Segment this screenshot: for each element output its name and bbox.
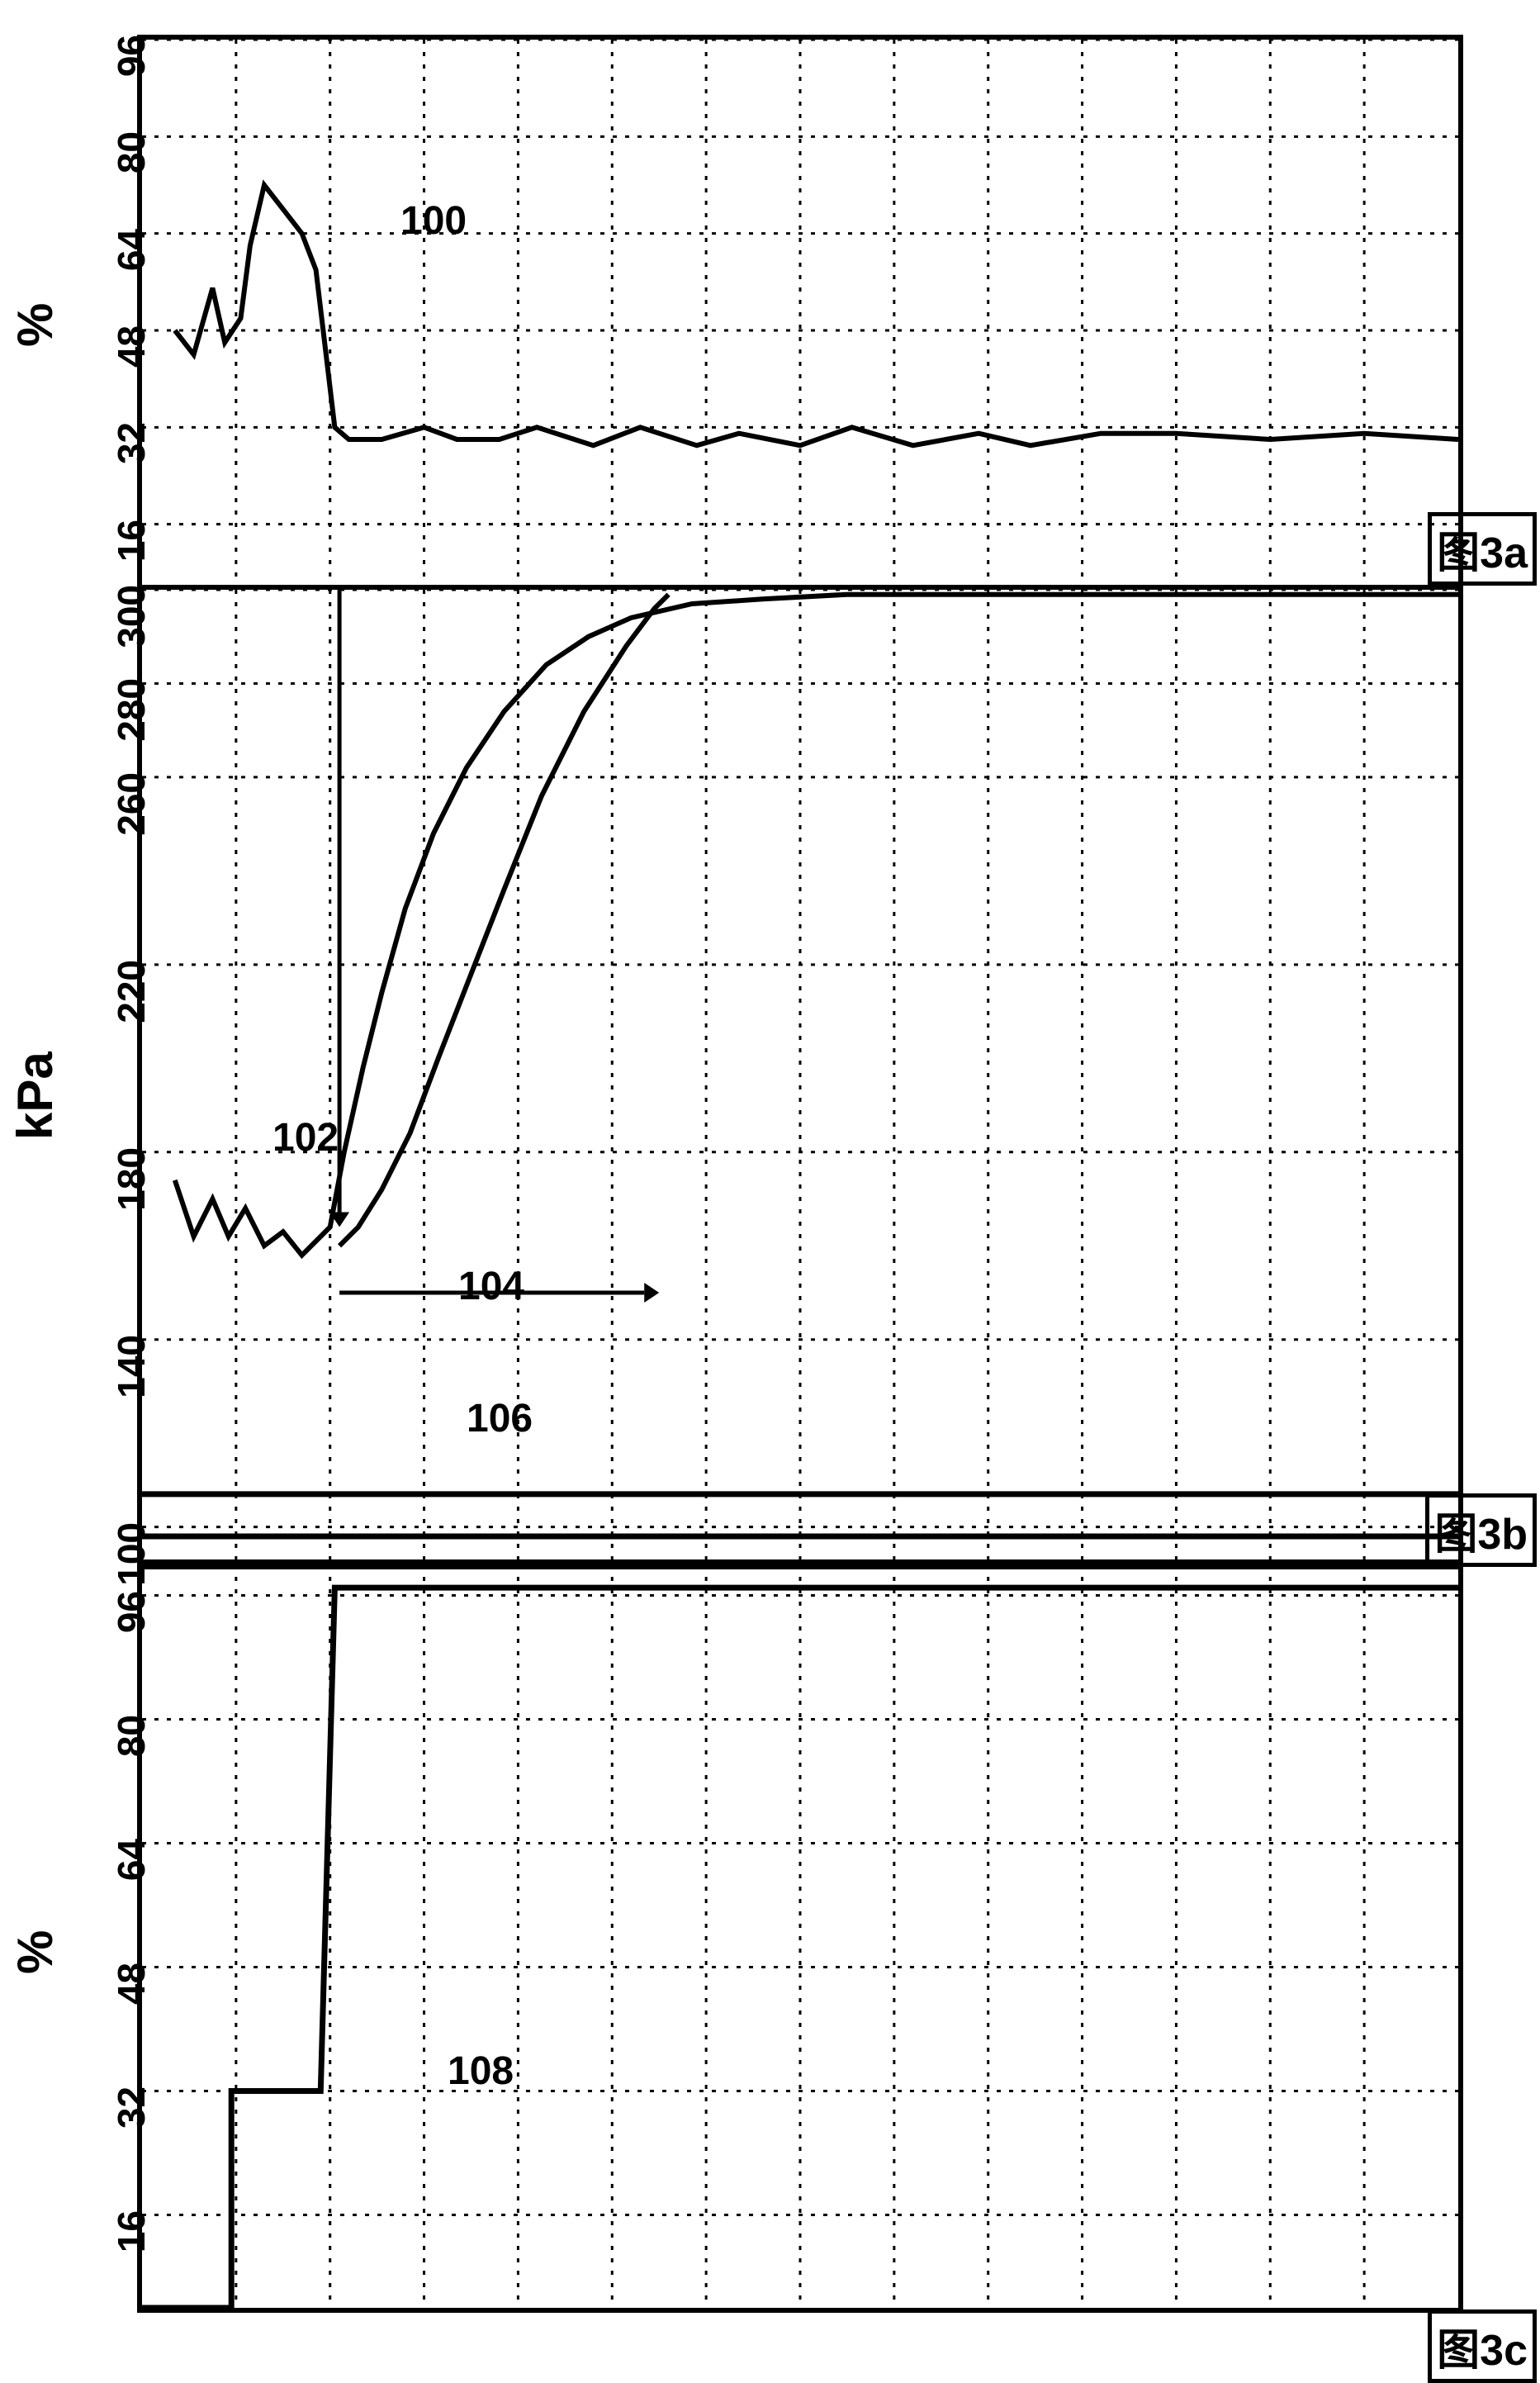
ytick: 48 <box>109 325 154 368</box>
ytick: 48 <box>109 1963 154 2005</box>
panel-a <box>137 35 1463 590</box>
ytick: 300 <box>109 585 154 648</box>
figcap-b: 图3b <box>1425 1493 1537 1567</box>
ytick: 96 <box>109 1591 154 1633</box>
ytick: 220 <box>109 960 154 1023</box>
ytick: 80 <box>109 1715 154 1757</box>
ylabel-b: kPa <box>7 1051 64 1140</box>
ytick: 32 <box>109 422 154 464</box>
ytick: 100 <box>109 1522 154 1586</box>
ylabel-c: % <box>7 1930 64 1974</box>
ytick: 16 <box>109 2210 154 2252</box>
ytick: 32 <box>109 2086 154 2129</box>
callout-106: 106 <box>467 1396 533 1441</box>
ytick: 64 <box>109 229 154 271</box>
ytick: 96 <box>109 35 154 77</box>
callout-100: 100 <box>400 198 467 244</box>
ytick: 16 <box>109 520 154 562</box>
panel-b-svg <box>142 590 1458 1564</box>
callout-104: 104 <box>458 1264 524 1309</box>
figcap-a: 图3a <box>1428 512 1537 586</box>
ytick: 64 <box>109 1839 154 1881</box>
ytick: 280 <box>109 678 154 742</box>
page: % kPa % 16 32 48 64 80 96 100 140 180 220 260 280 3… <box>0 0 1540 2371</box>
panel-b <box>137 585 1463 1569</box>
figcap-c: 图3c <box>1428 2309 1537 2383</box>
panel-c-svg <box>142 1564 1458 2308</box>
callout-108: 108 <box>448 2048 514 2094</box>
ytick: 260 <box>109 772 154 836</box>
panel-a-svg <box>142 40 1458 585</box>
ytick: 80 <box>109 131 154 173</box>
ylabel-a: % <box>7 303 64 347</box>
ytick: 140 <box>109 1335 154 1398</box>
callout-102: 102 <box>272 1115 339 1161</box>
panel-c <box>137 1559 1463 2313</box>
ytick: 180 <box>109 1147 154 1211</box>
